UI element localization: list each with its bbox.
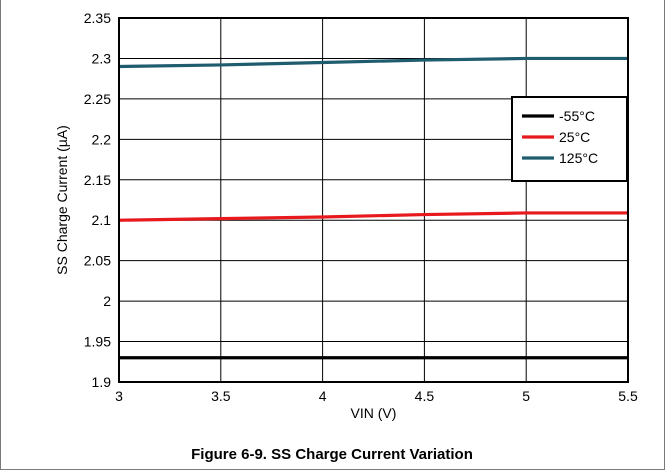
- y-tick-label: 2.35: [84, 10, 111, 26]
- x-tick-label: 4.5: [415, 388, 435, 404]
- series-line: [118, 211, 628, 222]
- x-tick-label: 4: [319, 388, 327, 404]
- y-tick-label: 2.2: [92, 131, 112, 147]
- x-tick-label: 5: [522, 388, 530, 404]
- series-lines: [118, 56, 628, 360]
- grid-lines: [118, 17, 629, 383]
- y-tick-label: 2.05: [84, 253, 111, 269]
- legend-box: [511, 96, 628, 182]
- y-tick-label: 1.95: [84, 334, 111, 350]
- y-tick-label: 2: [103, 293, 111, 309]
- y-tick-labels: 1.9 1.95 2 2.05 2.1 2.15 2.2 2.25 2.3 2.35: [84, 10, 111, 390]
- y-tick-label: 2.3: [92, 50, 112, 66]
- y-axis-label: SS Charge Current (µA): [54, 125, 70, 275]
- legend-label: 125°C: [559, 150, 598, 166]
- x-tick-label: 5.5: [618, 388, 638, 404]
- x-tick-label: 3: [115, 388, 123, 404]
- y-tick-label: 2.25: [84, 91, 111, 107]
- plot-area: [118, 17, 629, 383]
- y-tick-label: 2.1: [92, 212, 112, 228]
- x-tick-label: 3.5: [211, 388, 231, 404]
- x-axis-label: VIN (V): [351, 405, 397, 421]
- y-tick-label: 2.15: [84, 172, 111, 188]
- figure-caption: Figure 6-9. SS Charge Current Variation: [191, 446, 473, 463]
- y-tick-label: 1.9: [92, 374, 112, 390]
- series-line: [118, 56, 628, 69]
- legend-label: -55°C: [559, 108, 595, 124]
- legend-label: 25°C: [559, 129, 590, 145]
- x-tick-labels: 3 3.5 4 4.5 5 5.5: [115, 388, 638, 404]
- legend: -55°C 25°C 125°C: [511, 96, 628, 182]
